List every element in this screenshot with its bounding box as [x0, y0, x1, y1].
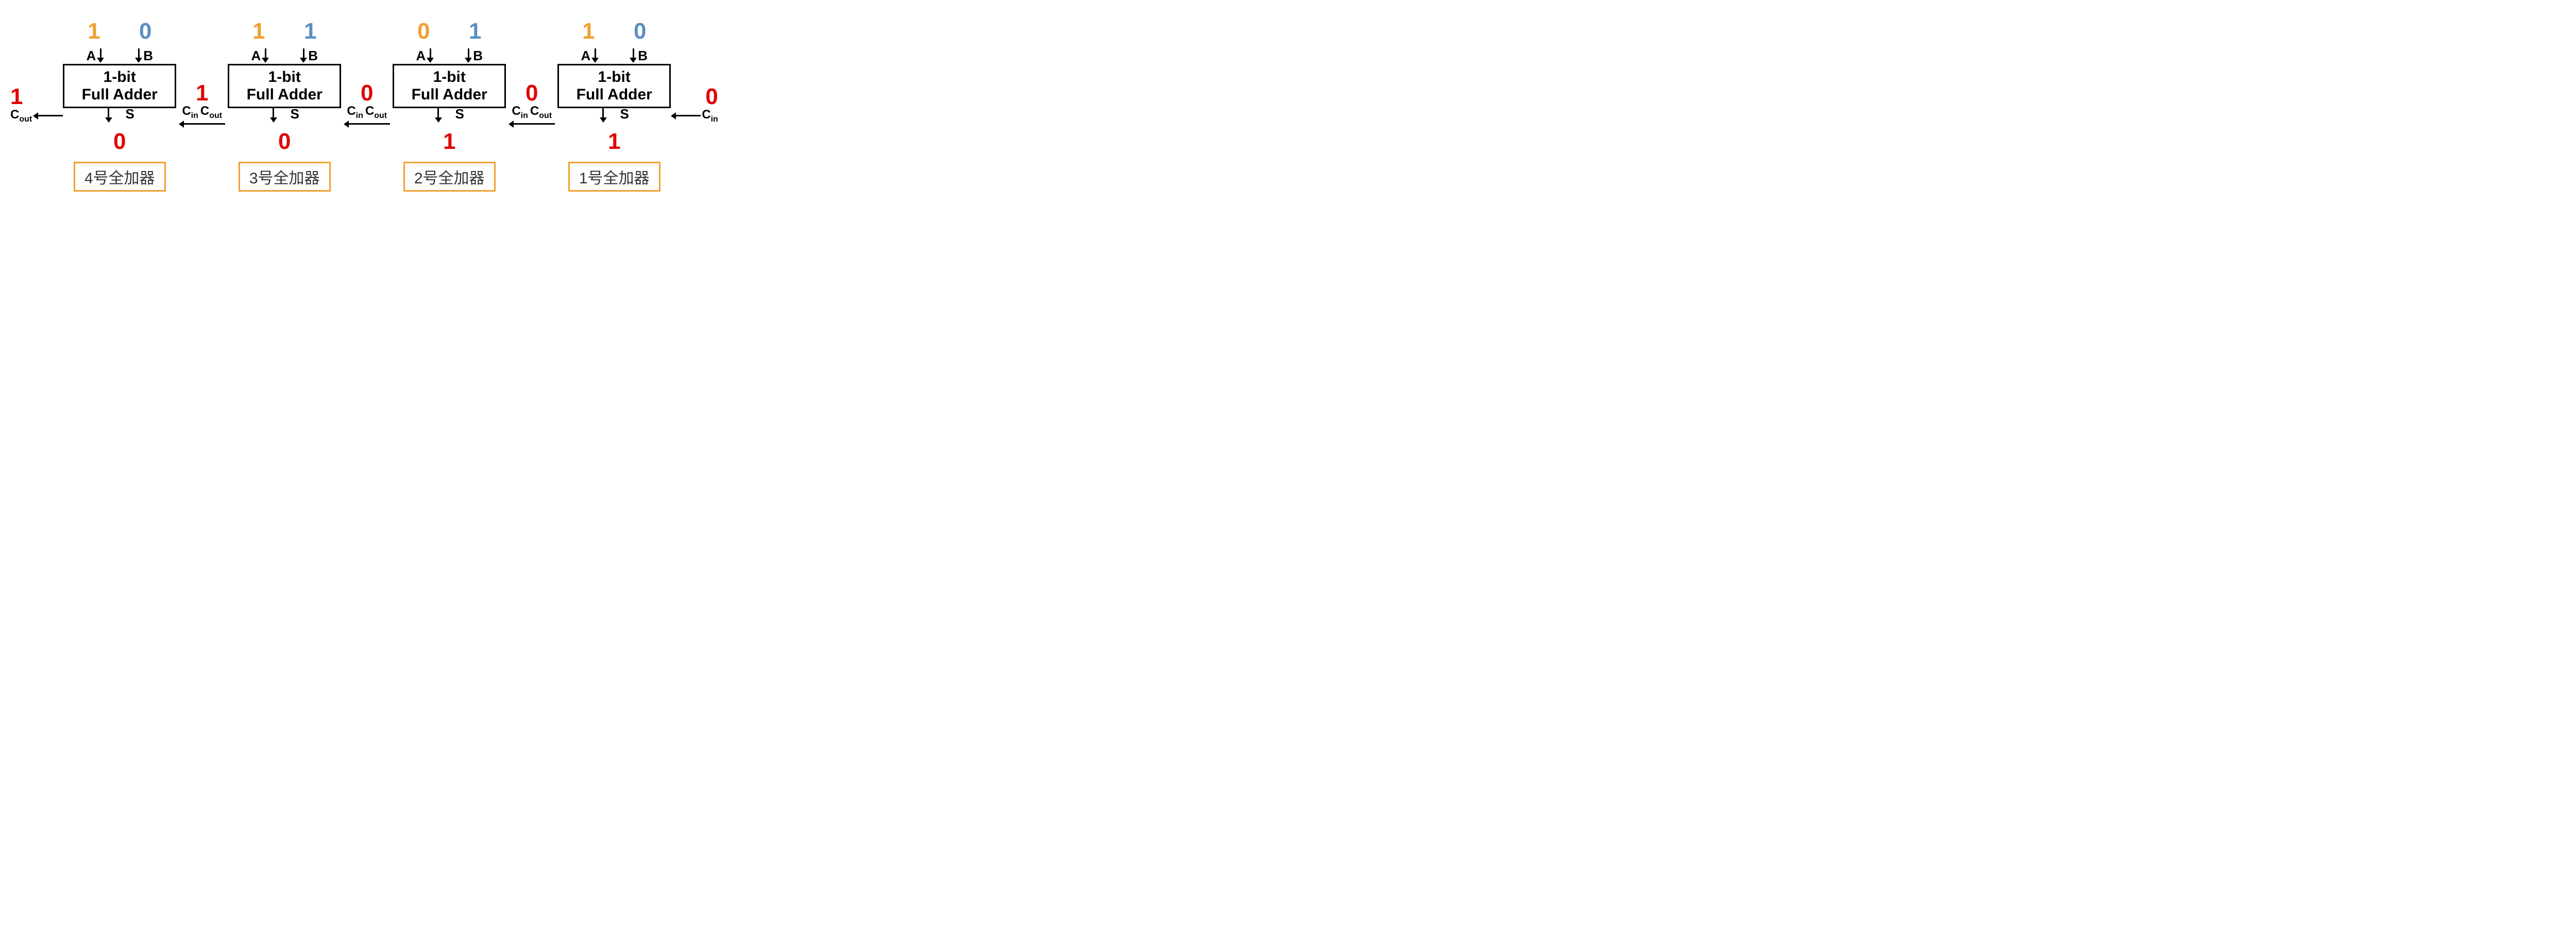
adder-4-s-value: 0: [113, 129, 126, 155]
s-port-label: S: [620, 106, 629, 122]
a-port-label: A: [251, 48, 269, 64]
arrow-left-icon: [179, 121, 225, 128]
adder-4-b-value: 0: [135, 19, 156, 44]
adder-2-box: 1-bit Full Adder: [393, 64, 506, 108]
b-port-label: B: [465, 48, 483, 64]
initial-cin-value: 0: [705, 84, 718, 110]
final-cout-value: 1: [10, 84, 23, 110]
adder-1-s-value: 1: [608, 129, 620, 155]
cout-label: Cout: [200, 104, 222, 121]
adder-2: 0 1 A B 1-bit Full Adder S 1 2号全加器: [393, 19, 506, 192]
adder-3-b-value: 1: [300, 19, 320, 44]
adder-1-caption: 1号全加器: [568, 162, 660, 192]
adder-4-caption: 4号全加器: [74, 162, 166, 192]
carry-2-to-3: 0 Cin Cout: [341, 36, 393, 200]
arrow-down-icon: [270, 108, 277, 128]
arrow-down-icon: [435, 108, 442, 128]
adder-1-box: 1-bit Full Adder: [557, 64, 671, 108]
adder-2-caption: 2号全加器: [403, 162, 496, 192]
cout-label: Cout: [530, 104, 552, 121]
arrow-left-icon: [671, 112, 701, 120]
a-port-label: A: [86, 48, 104, 64]
cout-label: Cout: [365, 104, 387, 121]
adder-2-b-value: 1: [465, 19, 485, 44]
adder-4-box: 1-bit Full Adder: [63, 64, 176, 108]
arrow-down-icon: [105, 108, 112, 128]
s-port-label: S: [291, 106, 299, 122]
adder-3: 1 1 A B 1-bit Full Adder S 0 3号全加器: [228, 19, 341, 192]
adder-1-b-value: 0: [630, 19, 650, 44]
cout-label: Cout: [10, 108, 32, 124]
adder-3-caption: 3号全加器: [239, 162, 331, 192]
adder-3-s-value: 0: [278, 129, 291, 155]
cin-label: Cin: [182, 104, 198, 121]
adder-2-s-value: 1: [443, 129, 455, 155]
b-port-label: B: [135, 48, 153, 64]
carry-value-3-4: 1: [196, 80, 208, 106]
adder-3-box: 1-bit Full Adder: [228, 64, 341, 108]
ripple-carry-adder-diagram: 1 Cout 1 0 A B 1-bit Full: [10, 10, 2566, 200]
b-port-label: B: [630, 48, 648, 64]
arrow-left-icon: [344, 121, 390, 128]
cin-label: Cin: [702, 108, 718, 124]
adder-2-a-value: 0: [413, 19, 434, 44]
carry-value-2-3: 0: [361, 80, 373, 106]
s-port-label: S: [455, 106, 464, 122]
adder-1-a-value: 1: [578, 19, 599, 44]
arrow-left-icon: [509, 121, 555, 128]
initial-carry-in: 0 Cin: [671, 40, 718, 196]
cin-label: Cin: [347, 104, 363, 121]
cin-label: Cin: [512, 104, 528, 121]
adder-3-a-value: 1: [248, 19, 269, 44]
a-port-label: A: [416, 48, 434, 64]
a-port-label: A: [581, 48, 599, 64]
s-port-label: S: [126, 106, 134, 122]
arrow-down-icon: [600, 108, 607, 128]
carry-3-to-4: 1 Cin Cout: [176, 36, 228, 200]
adder-4: 1 0 A B 1-bit Full Adder S 0 4号全加器: [63, 19, 176, 192]
b-port-label: B: [300, 48, 318, 64]
adder-4-a-value: 1: [83, 19, 104, 44]
adder-1: 1 0 A B 1-bit Full Adder S 1 1号全加器: [557, 19, 671, 192]
carry-value-1-2: 0: [526, 80, 538, 106]
arrow-left-icon: [33, 112, 63, 120]
carry-1-to-2: 0 Cin Cout: [506, 36, 557, 200]
final-carry-out: 1 Cout: [10, 40, 63, 196]
